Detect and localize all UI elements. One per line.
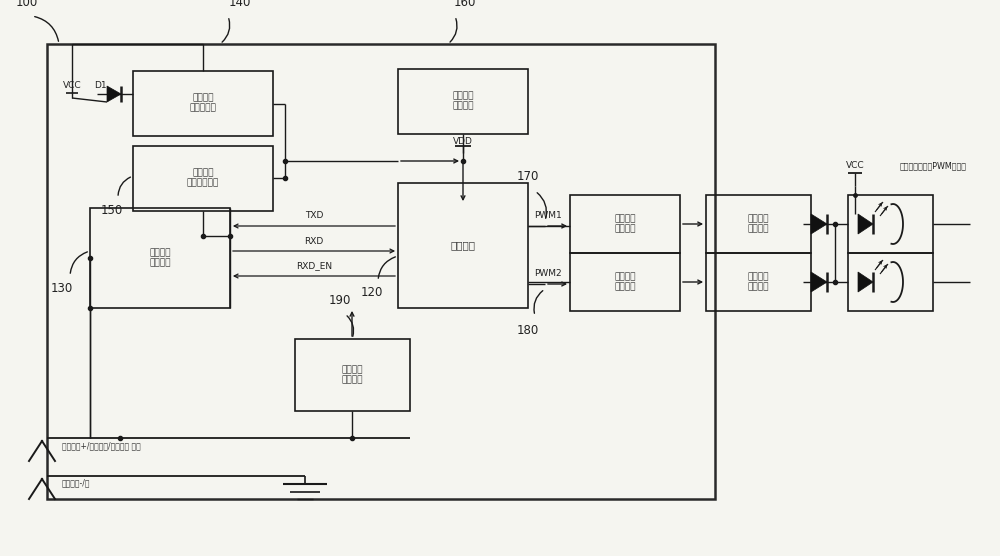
Text: 170: 170	[517, 170, 539, 182]
Text: PWM2: PWM2	[534, 270, 562, 279]
Text: 输出电压
反馈控制: 输出电压 反馈控制	[747, 214, 769, 234]
Bar	[90, 208, 230, 308]
Polygon shape	[107, 86, 121, 102]
Text: RXD: RXD	[304, 236, 324, 246]
Bar	[848, 195, 933, 253]
Text: 190: 190	[329, 294, 351, 306]
Text: 输出电流
设定电路: 输出电流 设定电路	[614, 272, 636, 292]
Polygon shape	[811, 214, 827, 234]
Text: 180: 180	[517, 324, 539, 336]
Text: VCC: VCC	[63, 82, 81, 91]
Text: 140: 140	[229, 0, 251, 8]
Bar	[706, 253, 811, 311]
Text: 微控制器
受控供电单元: 微控制器 受控供电单元	[187, 168, 219, 188]
Text: 调光信号+/通讯供电/通讯信号 公用: 调光信号+/通讯供电/通讯信号 公用	[62, 441, 141, 450]
Text: 微控制器: 微控制器	[450, 240, 476, 250]
Text: 调光信号
处理单元: 调光信号 处理单元	[341, 365, 363, 385]
Bar	[706, 195, 811, 253]
Bar	[47, 44, 715, 499]
Text: 微控制器
主供电单元: 微控制器 主供电单元	[190, 93, 216, 113]
Text: VCC: VCC	[846, 161, 864, 171]
Text: D1: D1	[94, 82, 106, 91]
Text: VDD: VDD	[453, 137, 473, 146]
Bar	[848, 253, 933, 311]
Bar	[133, 146, 273, 211]
Text: 工作状态
指示单元: 工作状态 指示单元	[452, 91, 474, 111]
Text: 150: 150	[101, 205, 123, 217]
Bar	[398, 183, 528, 308]
Text: 通讯信号
接口电路: 通讯信号 接口电路	[149, 249, 171, 267]
Text: 120: 120	[361, 286, 383, 300]
Bar	[295, 339, 410, 411]
Polygon shape	[858, 214, 873, 234]
Bar	[133, 71, 273, 136]
Text: 反馈信号至初级PWM控制器: 反馈信号至初级PWM控制器	[900, 161, 967, 171]
Text: PWM1: PWM1	[534, 211, 562, 221]
Text: 调光信号-/地: 调光信号-/地	[62, 479, 90, 488]
Text: 130: 130	[51, 282, 73, 295]
Bar	[570, 253, 680, 311]
Polygon shape	[811, 272, 827, 292]
Text: 160: 160	[454, 0, 476, 8]
Text: TXD: TXD	[305, 211, 323, 221]
Bar	[570, 195, 680, 253]
Text: 输出电流
反馈控制: 输出电流 反馈控制	[747, 272, 769, 292]
Bar	[398, 69, 528, 134]
Text: 输出电压
设定电路: 输出电压 设定电路	[614, 214, 636, 234]
Text: RXD_EN: RXD_EN	[296, 261, 332, 271]
Polygon shape	[858, 272, 873, 292]
Text: 100: 100	[16, 0, 38, 8]
